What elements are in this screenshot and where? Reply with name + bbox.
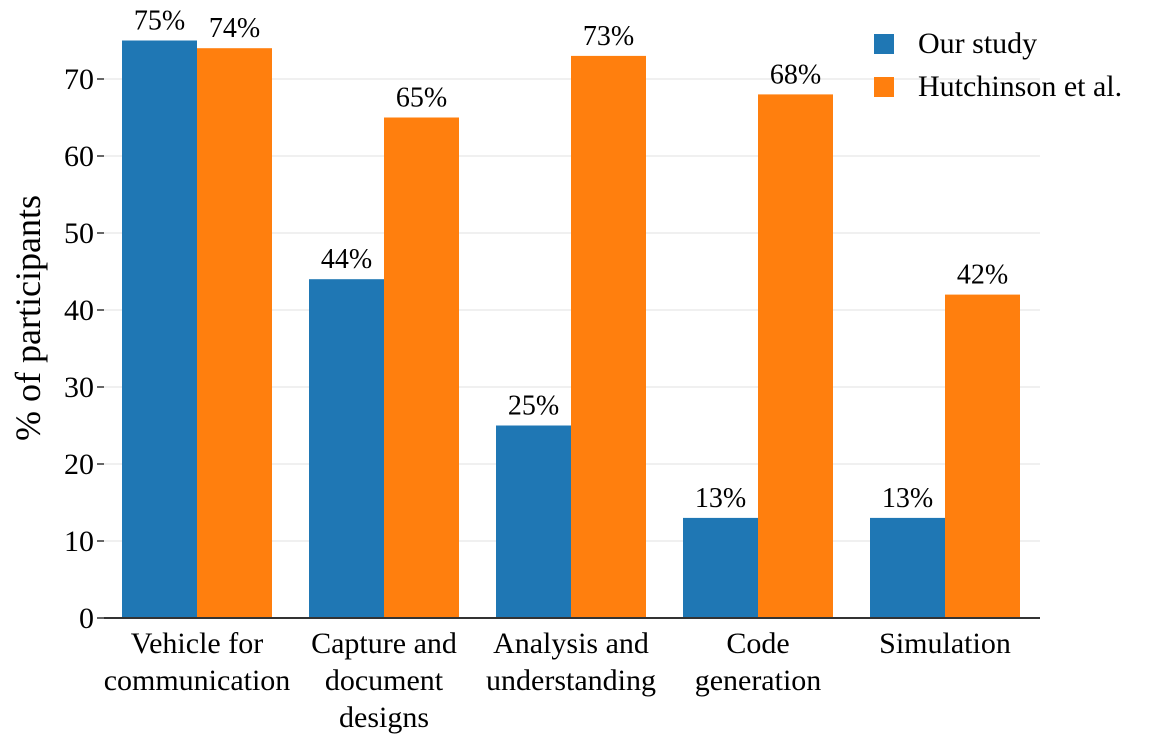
bar-hutchinson-1	[384, 117, 459, 618]
x-category-line: generation	[695, 664, 822, 697]
y-tick-label-20: 20	[64, 448, 94, 481]
data-labels: 75% 74% 44% 65% 25% 73% 13% 68% 13% 42%	[134, 6, 1008, 514]
x-category-line: Code	[726, 627, 789, 660]
data-label-0-1: 44%	[321, 244, 372, 275]
bar-our-study-0	[122, 40, 197, 618]
data-label-1-4: 42%	[957, 260, 1008, 291]
bar-hutchinson-3	[758, 94, 833, 618]
x-category-label-1: Capture and document designs	[311, 627, 457, 734]
x-category-line: Vehicle for	[131, 627, 263, 660]
x-category-line: designs	[339, 701, 429, 734]
bar-our-study-4	[870, 517, 945, 618]
bars	[122, 40, 1020, 618]
bar-our-study-3	[683, 517, 758, 618]
x-category-line: document	[325, 664, 444, 697]
legend-label-1: Hutchinson et al.	[918, 70, 1122, 103]
y-axis-title: % of participants	[8, 195, 48, 441]
data-label-1-2: 73%	[583, 21, 634, 52]
y-tick-label-10: 10	[64, 525, 94, 558]
x-category-label-0: Vehicle for communication	[104, 627, 291, 697]
bar-our-study-2	[496, 425, 571, 618]
bar-hutchinson-4	[945, 294, 1020, 618]
legend-swatch-1	[874, 77, 894, 97]
y-tick-label-50: 50	[64, 217, 94, 250]
data-label-1-1: 65%	[396, 83, 447, 114]
x-category-line: understanding	[486, 664, 656, 697]
x-category-line: Analysis and	[493, 627, 649, 660]
y-tick-label-0: 0	[79, 602, 94, 635]
legend-swatch-0	[874, 34, 894, 54]
data-label-0-0: 75%	[134, 6, 185, 37]
data-label-0-2: 25%	[508, 391, 559, 422]
x-category-label-4: Simulation	[879, 627, 1011, 660]
data-label-1-0: 74%	[209, 13, 260, 44]
bar-our-study-1	[309, 279, 384, 618]
data-label-0-3: 13%	[695, 483, 746, 514]
x-category-line: Simulation	[879, 627, 1011, 660]
y-tick-label-60: 60	[64, 140, 94, 173]
y-tick-label-30: 30	[64, 371, 94, 404]
bar-hutchinson-2	[571, 55, 646, 618]
x-category-line: Capture and	[311, 627, 457, 660]
data-label-0-4: 13%	[882, 483, 933, 514]
data-label-1-3: 68%	[770, 59, 821, 90]
legend: Our study Hutchinson et al.	[874, 27, 1122, 103]
legend-label-0: Our study	[918, 27, 1037, 60]
bar-hutchinson-0	[197, 48, 272, 618]
x-axis-categories: Vehicle for communication Capture and docum…	[104, 627, 1011, 734]
x-category-line: communication	[104, 664, 291, 697]
y-tick-label-40: 40	[64, 294, 94, 327]
y-axis-ticks: 0 10 20 30 40 50 60 70	[64, 63, 104, 635]
x-category-label-3: Code generation	[695, 627, 822, 697]
y-tick-label-70: 70	[64, 63, 94, 96]
x-category-label-2: Analysis and understanding	[486, 627, 656, 697]
